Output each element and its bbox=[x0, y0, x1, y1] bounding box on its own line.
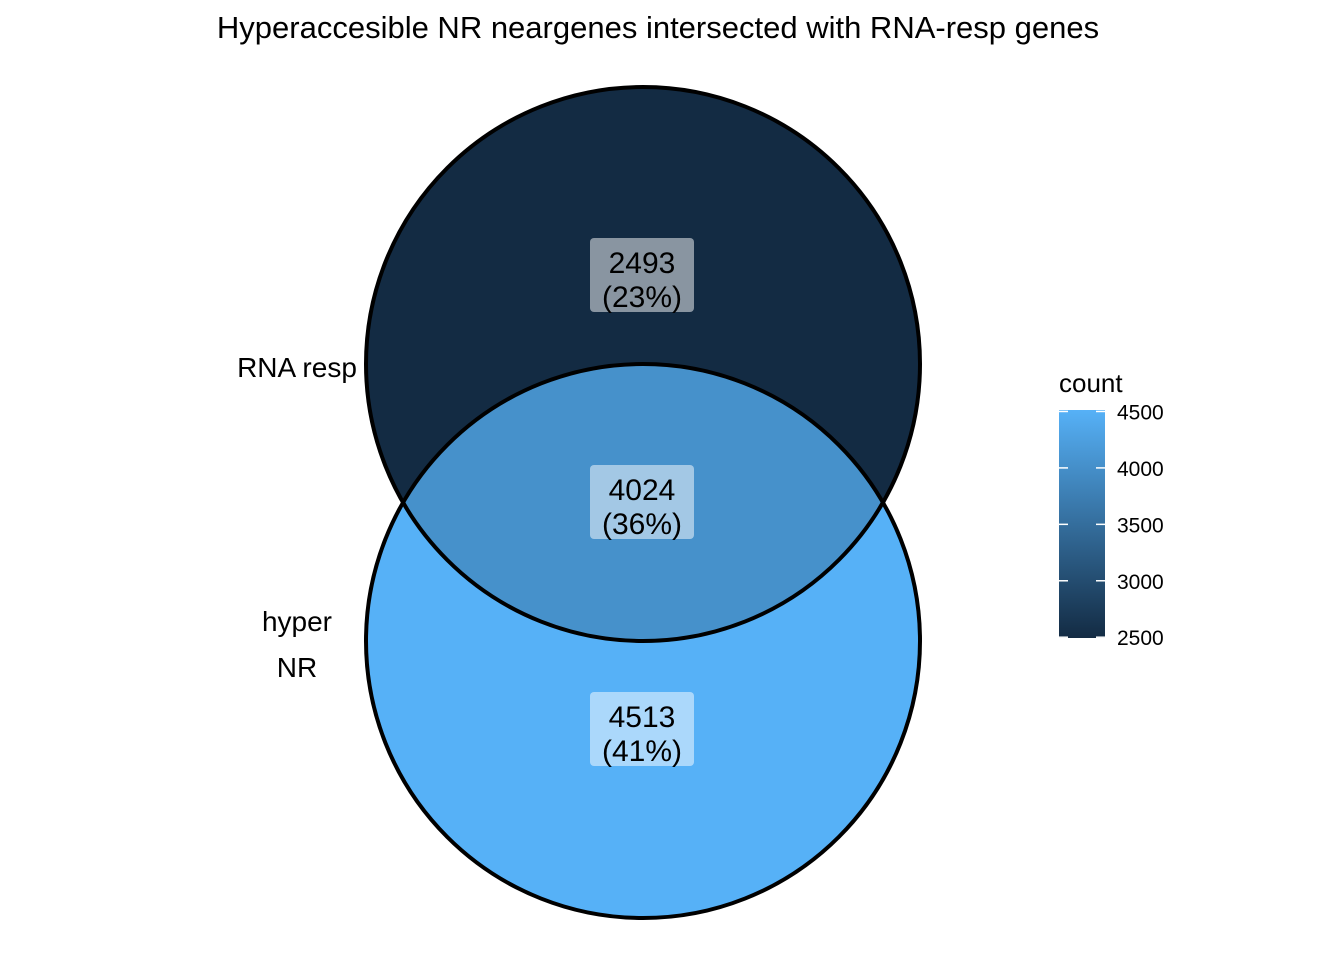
set-label-hyper-nr-line1: hyper bbox=[262, 606, 332, 637]
region-percent: (23%) bbox=[602, 281, 682, 314]
region-intersection bbox=[366, 364, 920, 641]
region-percent: (36%) bbox=[602, 508, 682, 541]
set-label-hyper-nr-line2: NR bbox=[277, 652, 317, 683]
region-label-hyper-nr-only: 4513 (41%) bbox=[590, 692, 694, 768]
legend-tick-label: 3000 bbox=[1117, 571, 1164, 594]
set-outline-rna-resp bbox=[364, 85, 922, 643]
legend-title: count bbox=[1059, 368, 1123, 398]
region-count: 4024 bbox=[609, 474, 676, 507]
set-label-rna-resp: RNA resp bbox=[237, 352, 357, 383]
region-count: 4513 bbox=[609, 701, 676, 734]
region-count: 2493 bbox=[609, 247, 676, 280]
chart-title: Hyperaccesible NR neargenes intersected … bbox=[216, 10, 1100, 45]
set-outline-hyper-nr bbox=[364, 362, 922, 920]
region-percent: (41%) bbox=[602, 735, 682, 768]
legend-tick-label: 4500 bbox=[1117, 401, 1164, 424]
region-label-intersection: 4024 (36%) bbox=[590, 465, 694, 541]
legend: count 2500 3000 3500 4000 4500 bbox=[1059, 368, 1164, 650]
legend-tick-label: 4000 bbox=[1117, 458, 1164, 481]
legend-tick-label: 3500 bbox=[1117, 514, 1164, 537]
region-label-rna-resp-only: 2493 (23%) bbox=[590, 238, 694, 314]
legend-tick-label: 2500 bbox=[1117, 627, 1164, 650]
